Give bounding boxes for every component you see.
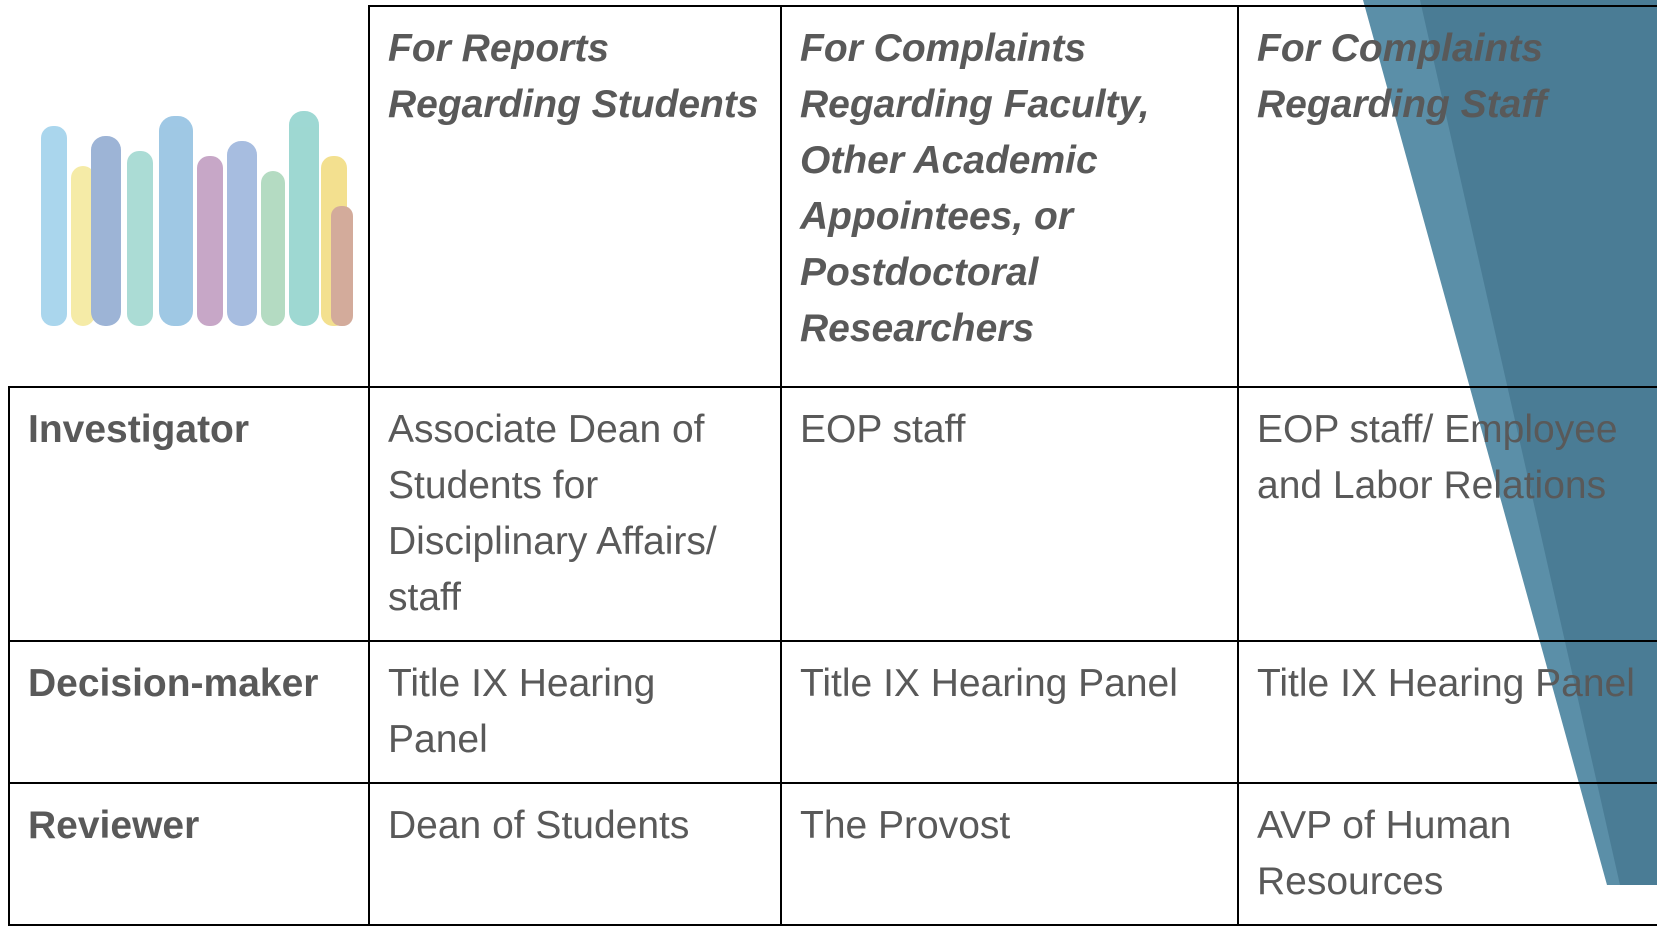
cell: Title IX Hearing Panel (780, 640, 1239, 784)
cell: Associate Dean of Students for Disciplin… (368, 386, 782, 642)
cell: AVP of Human Resources (1237, 782, 1657, 926)
page: Title IX roles {"table": { "header": ["F… (8, 0, 1657, 926)
header-cell: For Complaints Regarding Faculty, Other … (780, 5, 1239, 388)
header-cell: For Reports Regarding Students (368, 5, 782, 388)
roles-table: For Reports Regarding Students For Compl… (8, 5, 1657, 926)
row-label: Reviewer (8, 782, 370, 926)
row-label: Decision-maker (8, 640, 370, 784)
cell: EOP staff/ Employee and Labor Relations (1237, 386, 1657, 642)
cell: EOP staff (780, 386, 1239, 642)
hands-image-cell (9, 6, 370, 388)
header-cell: For Complaints Regarding Staff (1237, 5, 1657, 388)
hands-illustration (41, 111, 353, 326)
row-label: Investigator (8, 386, 370, 642)
cell: The Provost (780, 782, 1239, 926)
cell: Dean of Students (368, 782, 782, 926)
cell: Title IX Hearing Panel (368, 640, 782, 784)
cell: Title IX Hearing Panel (1237, 640, 1657, 784)
slide: For Reports Regarding Students For Compl… (8, 0, 1657, 926)
